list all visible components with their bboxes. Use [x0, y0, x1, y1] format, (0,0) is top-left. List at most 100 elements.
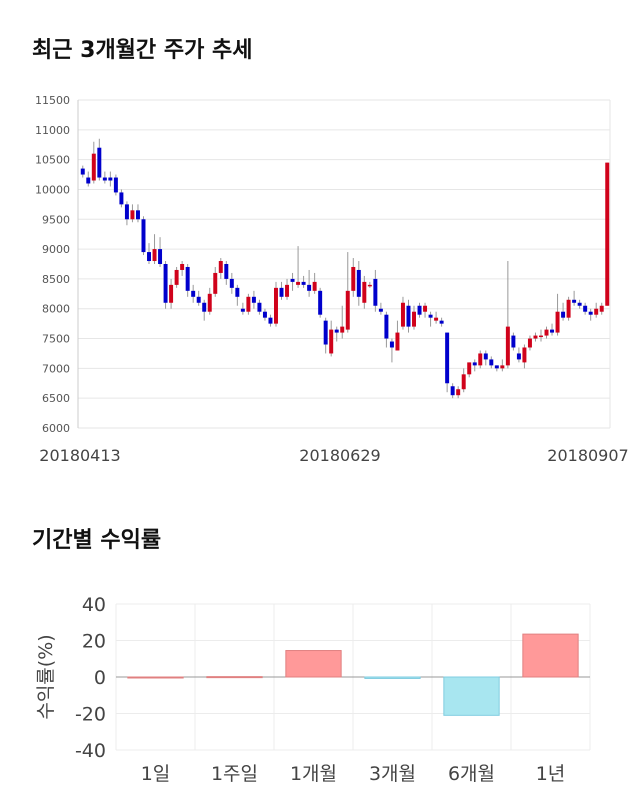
y-tick-label: -40	[75, 740, 106, 762]
return-bar	[206, 676, 263, 679]
y-tick-label: 40	[82, 594, 106, 616]
candle-body	[577, 302, 582, 306]
candle-body	[378, 308, 383, 312]
candle-body	[274, 287, 278, 324]
candle-body	[445, 332, 450, 384]
candle-body	[257, 302, 262, 312]
candle-body	[417, 305, 422, 315]
x-date-label: 20180907	[547, 446, 628, 465]
candle-body	[279, 287, 284, 297]
category-label: 1개월	[290, 763, 337, 785]
candle-body	[196, 296, 201, 303]
candle-body	[351, 266, 356, 291]
candle-body	[202, 302, 207, 312]
candle-body	[180, 264, 185, 270]
candle-body	[423, 305, 428, 312]
category-label: 3개월	[369, 763, 416, 785]
y-tick-label: 20	[82, 631, 106, 653]
y-tick-label: 8500	[42, 273, 70, 286]
x-date-label: 20180629	[299, 446, 380, 465]
candle-body	[213, 272, 218, 294]
candle-body	[472, 362, 477, 366]
y-tick-label: 6500	[42, 392, 70, 405]
candle-body	[135, 210, 140, 220]
candle-body	[605, 162, 610, 306]
candle-body	[599, 305, 604, 312]
candle-body	[544, 329, 549, 336]
candle-body	[163, 264, 168, 303]
candle-body	[329, 329, 334, 354]
candle-body	[367, 284, 372, 287]
candle-body	[224, 264, 229, 279]
y-tick-label: 10000	[35, 183, 70, 196]
candle-body	[119, 192, 124, 205]
candle-body	[456, 389, 461, 396]
candle-body	[588, 311, 593, 315]
candle-body	[113, 177, 118, 193]
candle-body	[406, 305, 411, 327]
candle-body	[97, 147, 102, 178]
candle-body	[384, 314, 389, 339]
candle-body	[583, 305, 588, 312]
return-bar	[443, 676, 500, 716]
candle-body	[268, 317, 273, 324]
candle-body	[323, 320, 328, 345]
y-tick-label: 8000	[42, 303, 70, 316]
candle-body	[130, 210, 135, 220]
y-tick-label: -20	[75, 704, 106, 726]
candle-body	[296, 281, 301, 285]
candle-body	[439, 320, 444, 324]
y-tick-label: 7500	[42, 333, 70, 346]
candle-body	[428, 314, 433, 318]
candle-body	[174, 269, 179, 285]
candle-body	[494, 365, 499, 369]
candle-body	[251, 296, 256, 303]
returns-title: 기간별 수익률	[32, 528, 162, 553]
candle-body	[566, 299, 571, 318]
candle-body	[478, 353, 483, 366]
candle-body	[86, 177, 91, 184]
candle-body	[389, 341, 394, 348]
x-date-label: 20180413	[39, 446, 120, 465]
candle-body	[318, 290, 323, 315]
candle-body	[307, 284, 312, 291]
return-bar	[285, 650, 342, 678]
y-tick-label: 9500	[42, 213, 70, 226]
return-bar	[364, 676, 421, 679]
candle-body	[345, 290, 350, 330]
y-tick-label: 7000	[42, 362, 70, 375]
y-tick-label: 11500	[35, 94, 70, 107]
candle-body	[467, 362, 472, 375]
category-label: 1일	[141, 763, 171, 785]
candle-body	[561, 311, 566, 318]
candle-body	[373, 278, 378, 306]
candle-body	[516, 353, 521, 360]
category-label: 1년	[536, 763, 566, 785]
return-bar	[522, 633, 579, 678]
candle-body	[185, 266, 190, 291]
y-tick-label: 0	[94, 667, 106, 689]
y-tick-label: 10500	[35, 154, 70, 167]
candle-body	[80, 168, 85, 175]
candle-body	[400, 302, 405, 327]
candle-body	[511, 335, 516, 348]
candle-body	[489, 359, 494, 366]
y-tick-label: 6000	[42, 422, 70, 435]
candle-body	[533, 335, 538, 339]
candle-body	[301, 281, 306, 285]
candle-body	[539, 335, 543, 338]
category-label: 1주일	[211, 763, 258, 785]
candlestick-chart: 6000 6500 7000 7500 8000 8500 9000 9500 10000 105…	[35, 94, 629, 465]
candle-body	[483, 353, 488, 360]
candle-body	[158, 249, 163, 264]
candle-body	[505, 326, 510, 366]
y-tick-label: 11000	[35, 124, 70, 137]
candle-body	[312, 281, 317, 291]
candle-body	[141, 219, 146, 253]
candle-body	[500, 365, 505, 369]
candle-body	[550, 329, 555, 333]
candle-body	[356, 269, 361, 297]
candle-body	[461, 374, 466, 390]
candle-body	[340, 326, 345, 333]
candle-body	[147, 252, 151, 262]
